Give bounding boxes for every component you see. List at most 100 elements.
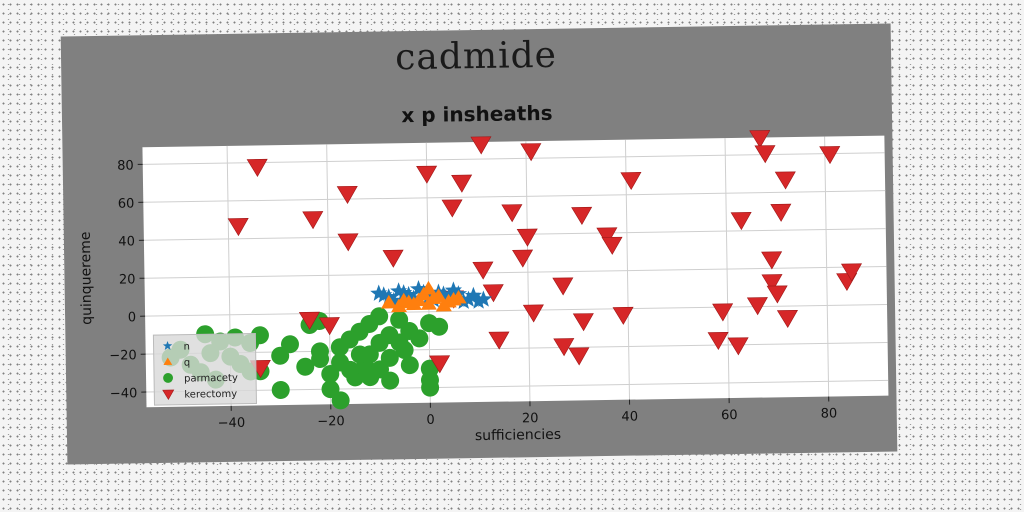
data-point xyxy=(522,304,544,323)
data-point xyxy=(472,261,494,280)
data-point xyxy=(420,280,437,295)
data-point xyxy=(336,185,358,204)
data-point xyxy=(341,360,360,379)
data-point xyxy=(488,331,510,350)
data-point xyxy=(469,292,488,309)
y-tick-label: 60 xyxy=(118,196,135,211)
data-point xyxy=(612,306,634,325)
x-grid-line xyxy=(624,139,631,400)
data-point xyxy=(381,294,398,309)
data-point xyxy=(568,347,590,366)
x-tick-label: −40 xyxy=(218,416,246,431)
legend-label: kerectomy xyxy=(184,389,237,401)
legend-label: n xyxy=(183,342,190,353)
data-point xyxy=(516,228,538,247)
data-point xyxy=(381,371,400,390)
data-point xyxy=(552,277,574,296)
data-point xyxy=(761,251,783,270)
data-point xyxy=(596,227,618,246)
data-point xyxy=(296,357,315,376)
legend-box xyxy=(152,333,257,406)
y-grid-line xyxy=(143,190,886,203)
y-axis-label: quinquereme xyxy=(78,231,95,324)
data-point xyxy=(382,249,404,268)
y-tick-label: −40 xyxy=(110,386,138,401)
data-point xyxy=(375,286,393,303)
x-tick-label: 40 xyxy=(621,410,638,425)
data-point xyxy=(298,311,320,330)
x-tick-label: 20 xyxy=(522,411,539,426)
legend: nq parmacety kerectomy xyxy=(152,333,257,406)
data-point xyxy=(400,285,418,303)
figure: cadmide x p insheaths −40 −20 0 20 40 60 80 −40… xyxy=(60,23,898,465)
data-point xyxy=(761,274,783,293)
data-point xyxy=(380,348,399,367)
series-q xyxy=(381,280,467,313)
data-point xyxy=(318,317,340,336)
data-point xyxy=(766,285,788,304)
data-point xyxy=(390,310,409,329)
data-point xyxy=(727,337,749,356)
x-tick-label: 80 xyxy=(821,406,838,421)
data-point xyxy=(370,333,389,352)
x-tick-label: 0 xyxy=(426,413,435,428)
data-point xyxy=(553,338,575,357)
data-point xyxy=(707,331,729,351)
data-point xyxy=(774,171,796,190)
x-grid-line xyxy=(824,136,830,397)
x-tick-label: −20 xyxy=(317,414,345,429)
data-point xyxy=(464,286,482,304)
data-point xyxy=(395,292,412,307)
data-point xyxy=(350,345,369,364)
data-point xyxy=(310,342,329,361)
y-tick-label: 20 xyxy=(119,272,136,287)
scatter-chart: −40 −20 0 20 40 60 80 −40 −20 0 20 40 60 80 sufficien… xyxy=(78,130,889,444)
data-point xyxy=(730,212,752,231)
legend-marker xyxy=(163,357,173,366)
data-point xyxy=(227,218,249,237)
y-tick-label: 80 xyxy=(117,158,134,173)
y-grid-line xyxy=(143,228,886,241)
data-point xyxy=(474,290,493,307)
legend-marker xyxy=(163,372,174,383)
legend-marker xyxy=(162,389,175,400)
y-tick-label: 40 xyxy=(118,234,135,249)
data-point xyxy=(430,317,449,336)
y-tick-label: −20 xyxy=(109,348,137,363)
ticks: −40 −20 0 20 40 60 80 −40 −20 0 20 40 60 80 xyxy=(109,158,838,431)
data-point xyxy=(749,130,771,149)
plot-area xyxy=(142,135,889,408)
x-grid-line xyxy=(326,144,332,405)
y-grid-line xyxy=(145,304,888,317)
data-point xyxy=(429,355,451,374)
data-point xyxy=(421,378,440,397)
data-point xyxy=(754,145,776,164)
data-point xyxy=(400,356,419,375)
legend-marker xyxy=(162,341,173,350)
data-point xyxy=(601,236,623,255)
data-point xyxy=(435,297,452,312)
data-point xyxy=(776,309,799,329)
y-grid-line xyxy=(145,341,888,355)
data-point xyxy=(712,303,734,322)
x-tick-label: 60 xyxy=(721,408,738,423)
data-point xyxy=(441,199,463,218)
y-grid-line xyxy=(144,266,887,279)
data-point xyxy=(770,203,792,222)
x-grid-line xyxy=(724,138,730,399)
data-point xyxy=(416,165,438,184)
data-point xyxy=(572,313,594,332)
data-point xyxy=(337,233,359,252)
data-point xyxy=(409,280,428,297)
data-point xyxy=(390,333,409,352)
x-grid-line xyxy=(425,142,431,403)
data-point xyxy=(425,290,442,305)
series-kerectomy xyxy=(227,130,863,379)
data-point xyxy=(512,249,534,268)
data-point xyxy=(434,285,453,302)
data-point xyxy=(330,338,349,357)
data-point xyxy=(840,263,863,282)
data-point xyxy=(451,174,473,193)
data-point xyxy=(385,291,403,309)
legend-label: q xyxy=(184,358,191,369)
